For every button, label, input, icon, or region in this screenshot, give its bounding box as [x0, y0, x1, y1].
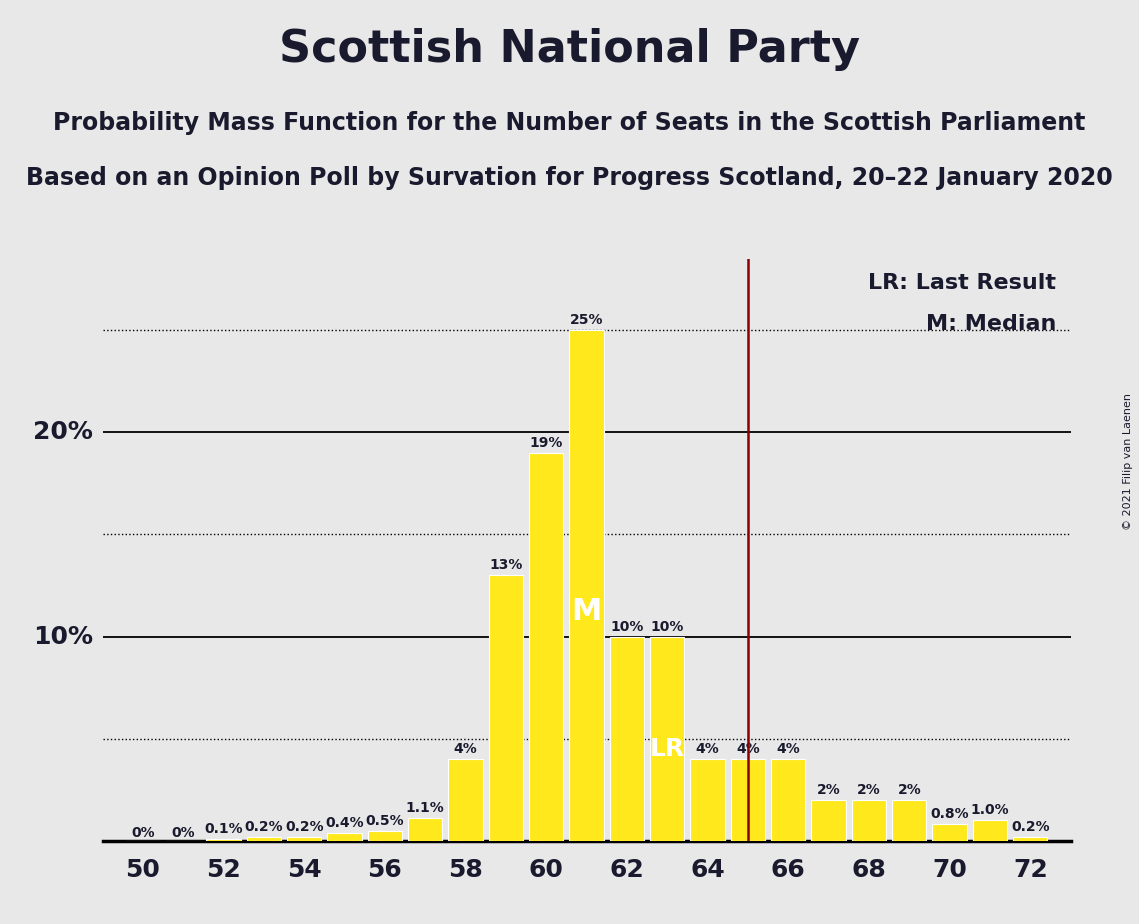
Text: 20%: 20%: [33, 420, 92, 444]
Bar: [811, 800, 846, 841]
Text: 0.1%: 0.1%: [204, 821, 243, 835]
Text: 4%: 4%: [696, 742, 720, 756]
Text: 4%: 4%: [453, 742, 477, 756]
Bar: [933, 824, 967, 841]
Text: 13%: 13%: [490, 558, 523, 572]
Bar: [206, 839, 240, 841]
Bar: [327, 833, 362, 841]
Text: LR: Last Result: LR: Last Result: [868, 274, 1056, 293]
Text: 0.2%: 0.2%: [1011, 820, 1050, 833]
Text: © 2021 Filip van Laenen: © 2021 Filip van Laenen: [1123, 394, 1133, 530]
Text: 0.4%: 0.4%: [326, 816, 363, 830]
Text: 0.5%: 0.5%: [366, 813, 404, 828]
Text: 2%: 2%: [898, 783, 921, 796]
Text: 10%: 10%: [33, 625, 92, 649]
Bar: [1014, 837, 1048, 841]
Text: Scottish National Party: Scottish National Party: [279, 28, 860, 71]
Text: 1.0%: 1.0%: [970, 803, 1009, 818]
Bar: [247, 837, 281, 841]
Text: 0.8%: 0.8%: [931, 808, 969, 821]
Text: 10%: 10%: [650, 619, 683, 634]
Bar: [650, 637, 685, 841]
Bar: [690, 760, 724, 841]
Text: 0%: 0%: [171, 826, 195, 840]
Bar: [892, 800, 926, 841]
Bar: [368, 831, 402, 841]
Bar: [287, 837, 321, 841]
Text: 1.1%: 1.1%: [405, 801, 444, 815]
Bar: [489, 576, 523, 841]
Text: 0.2%: 0.2%: [285, 820, 323, 833]
Bar: [408, 819, 442, 841]
Text: LR: LR: [649, 737, 685, 761]
Bar: [449, 760, 483, 841]
Text: 19%: 19%: [530, 436, 563, 450]
Text: 4%: 4%: [736, 742, 760, 756]
Text: 4%: 4%: [777, 742, 801, 756]
Text: 25%: 25%: [570, 313, 604, 327]
Text: 2%: 2%: [817, 783, 841, 796]
Text: 0.2%: 0.2%: [245, 820, 284, 833]
Text: Based on an Opinion Poll by Survation for Progress Scotland, 20–22 January 2020: Based on an Opinion Poll by Survation fo…: [26, 166, 1113, 190]
Text: M: Median: M: Median: [926, 314, 1056, 334]
Bar: [852, 800, 886, 841]
Text: 0%: 0%: [131, 826, 155, 840]
Bar: [973, 821, 1007, 841]
Bar: [771, 760, 805, 841]
Text: M: M: [572, 597, 601, 626]
Bar: [731, 760, 765, 841]
Bar: [570, 330, 604, 841]
Text: 2%: 2%: [857, 783, 880, 796]
Text: Probability Mass Function for the Number of Seats in the Scottish Parliament: Probability Mass Function for the Number…: [54, 111, 1085, 135]
Text: 10%: 10%: [611, 619, 644, 634]
Bar: [609, 637, 644, 841]
Bar: [530, 453, 564, 841]
